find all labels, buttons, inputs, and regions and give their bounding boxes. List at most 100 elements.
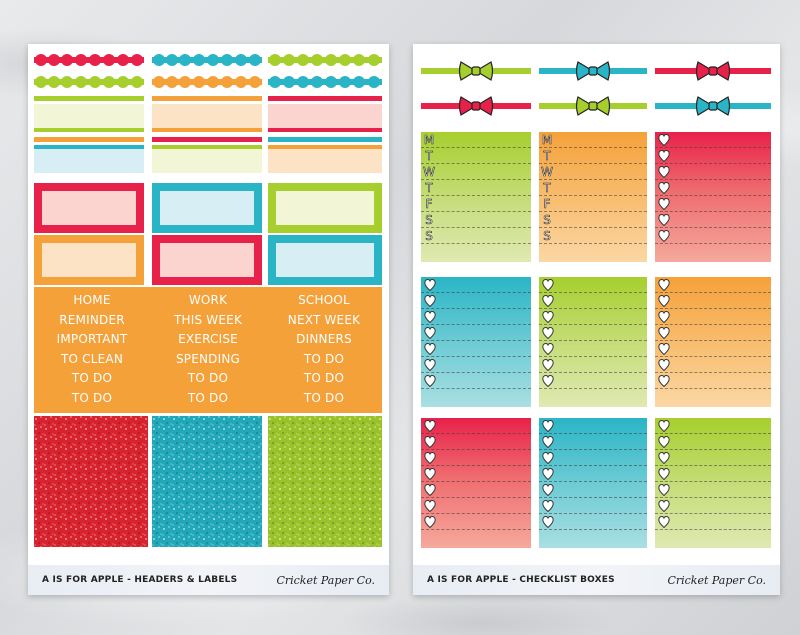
checklist-row [421, 466, 531, 482]
heart-check-icon [424, 325, 436, 341]
heart-check-icon [658, 482, 670, 498]
checklist-row [655, 530, 771, 546]
heart-check-icon [658, 466, 670, 482]
checklist-row: T [539, 180, 647, 196]
word-label: TO DO [303, 390, 345, 405]
heart-checklist-box [421, 418, 531, 548]
heart-check-icon [658, 228, 670, 244]
checklist-row [539, 389, 647, 405]
checklist-row [655, 482, 771, 498]
header-strip-teal [268, 137, 382, 142]
heart-check-icon [658, 212, 670, 228]
glitter-swatch-red [34, 416, 148, 547]
weekday-letter: S [425, 213, 433, 228]
checklist-row [655, 418, 771, 434]
heart-check-icon [658, 132, 670, 148]
header-bar-peach [152, 104, 262, 132]
header-strip-red [152, 137, 262, 142]
heart-check-icon [542, 418, 554, 434]
checklist-row [539, 482, 647, 498]
checklist-row [539, 498, 647, 514]
heart-check-icon [542, 498, 554, 514]
checklist-row [539, 309, 647, 325]
heart-check-icon [658, 373, 670, 389]
heart-check-icon [542, 277, 554, 293]
heart-check-icon [424, 434, 436, 450]
checklist-row [421, 418, 531, 434]
checklist-row [421, 357, 531, 373]
checklist-row [421, 514, 531, 530]
label-box-orange-frame [34, 235, 144, 285]
sheet-footer: A IS FOR APPLE - HEADERS & LABELS Cricke… [28, 565, 389, 595]
heart-check-icon [658, 277, 670, 293]
brand-logo: Cricket Paper Co. [276, 573, 375, 587]
checklist-row [655, 180, 771, 196]
heart-check-icon [658, 196, 670, 212]
word-column-1: HOME REMINDER IMPORTANT TO CLEAN TO DO T… [34, 287, 150, 413]
checklist-row [655, 212, 771, 228]
word-label: TO DO [303, 351, 345, 366]
bow-icon [458, 94, 494, 118]
bow-icon [458, 59, 494, 83]
sheet-title: A IS FOR APPLE - HEADERS & LABELS [42, 575, 238, 585]
checklist-row: S [539, 212, 647, 228]
header-bar-cream [34, 104, 144, 132]
weekday-letter: W [423, 165, 435, 180]
header-bar-blue [34, 145, 144, 173]
word-label: TO DO [187, 371, 229, 385]
checklist-row [421, 277, 531, 293]
checklist-row [655, 373, 771, 389]
heart-check-icon [542, 293, 554, 309]
word-column-2: WORK THIS WEEK EXERCISE SPENDING TO DO T… [150, 287, 266, 413]
heart-check-icon [658, 498, 670, 514]
weekday-letter: T [425, 149, 433, 164]
word-label: HOME [73, 293, 111, 307]
checklist-row [539, 450, 647, 466]
heart-check-icon [424, 309, 436, 325]
heart-check-icon [658, 357, 670, 373]
checklist-row [539, 357, 647, 373]
weekday-letter: T [543, 181, 551, 196]
weekday-letter: F [543, 197, 551, 212]
glitter-swatch-teal [152, 416, 262, 547]
checklist-row: S [421, 212, 531, 228]
checklist-row: S [539, 228, 647, 244]
checklist-row [655, 164, 771, 180]
word-label: IMPORTANT [56, 332, 128, 346]
checklist-row: F [421, 196, 531, 212]
word-label: TO DO [303, 371, 345, 385]
checklist-row [539, 325, 647, 341]
header-strip-lime [34, 96, 144, 101]
heart-check-icon [658, 180, 670, 196]
heart-check-icon [542, 434, 554, 450]
word-label: SPENDING [175, 351, 241, 366]
heart-checklist-box [421, 277, 531, 407]
checklist-row: T [421, 180, 531, 196]
checklist-row: W [539, 164, 647, 180]
heart-check-icon [424, 482, 436, 498]
heart-checklist-box [655, 277, 771, 407]
checklist-row [539, 277, 647, 293]
checklist-row [421, 389, 531, 405]
weekday-letter: F [425, 197, 433, 212]
checklist-row [421, 434, 531, 450]
heart-check-icon [424, 373, 436, 389]
checklist-row [539, 434, 647, 450]
heart-check-icon [424, 418, 436, 434]
checklist-row [421, 450, 531, 466]
weekday-letter: S [425, 229, 433, 244]
header-strip-orange [34, 137, 144, 142]
header-bar-cream [152, 145, 262, 173]
word-label: SCHOOL [298, 293, 350, 307]
heart-check-icon [424, 466, 436, 482]
heart-check-icon [658, 164, 670, 180]
heart-check-icon [424, 341, 436, 357]
heart-check-icon [542, 482, 554, 498]
label-box-red-frame [34, 183, 144, 233]
headers-labels-sheet: HOME REMINDER IMPORTANT TO CLEAN TO DO T… [28, 44, 389, 595]
heart-checklist-box [539, 418, 647, 548]
heart-check-icon [542, 309, 554, 325]
